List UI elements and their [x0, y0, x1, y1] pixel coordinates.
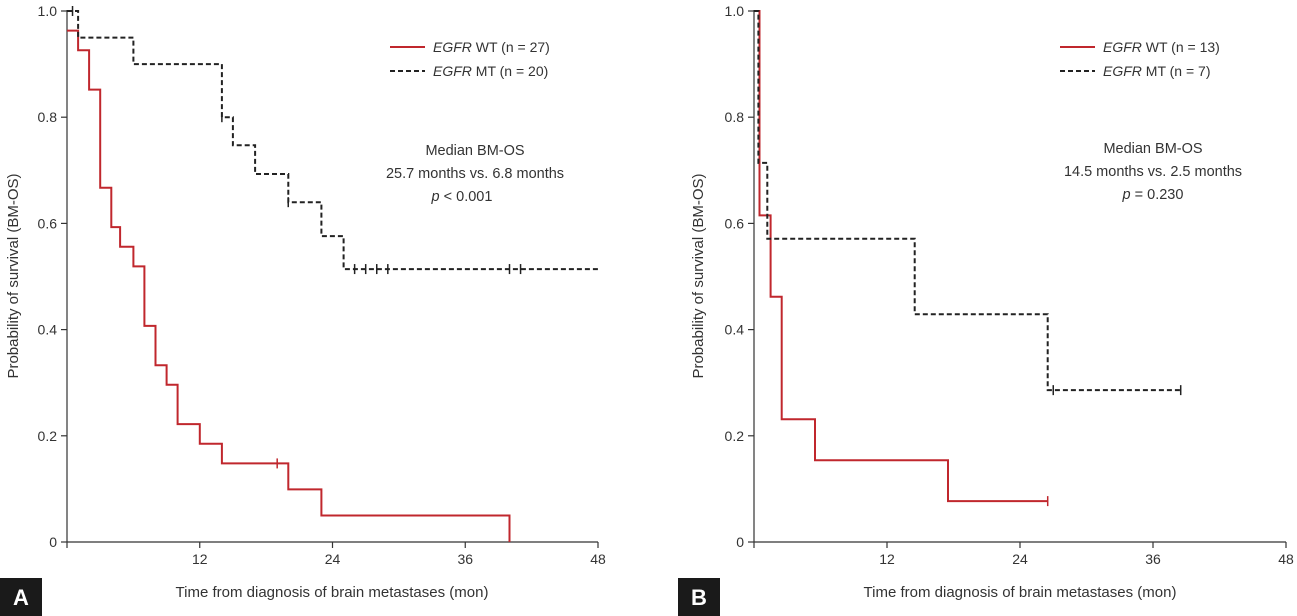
panel-b-legend-mt-gene: EGFR — [1103, 63, 1142, 79]
panel-b-legend-label-wt: EGFR WT (n = 13) — [1103, 39, 1220, 55]
panel-b-p-value: = 0.230 — [1131, 187, 1184, 203]
panel-b-y-ticks: 0 0.2 0.4 0.6 0.8 1.0 — [725, 3, 754, 550]
panel-b-curve-egfr-wt — [754, 10, 1048, 503]
panel-a-y-axis-label: Probability of survival (BM-OS) — [5, 173, 22, 378]
panel-a-letter-badge: A — [0, 578, 42, 616]
panel-a-annotation-medians: 25.7 months vs. 6.8 months — [386, 166, 564, 182]
panel-a-curves — [67, 6, 598, 542]
panel-a-ytick-label: 1.0 — [38, 3, 58, 19]
panel-b-legend-wt-gene: EGFR — [1103, 39, 1142, 55]
panel-b-xtick-label: 24 — [1012, 551, 1028, 567]
panel-a-letter-bg — [0, 578, 42, 616]
panel-a-axes — [66, 10, 598, 543]
panel-b-ytick-label: 1.0 — [725, 3, 745, 19]
panel-a-annotation-pvalue: p < 0.001 — [431, 189, 493, 205]
panel-a-ytick-label: 0.4 — [38, 322, 58, 338]
panel-a-legend-mt-rest: MT (n = 20) — [472, 63, 548, 79]
panel-b-ytick-label: 0.8 — [725, 109, 745, 125]
panel-b-annotation: Median BM-OS 14.5 months vs. 2.5 months … — [1064, 141, 1242, 203]
panel-a-p-symbol: p — [431, 189, 440, 205]
panel-a-legend-label-wt: EGFR WT (n = 27) — [433, 39, 550, 55]
panel-a-legend-wt-gene: EGFR — [433, 39, 472, 55]
panel-b-letter: B — [691, 585, 707, 610]
panel-b-ytick-label: 0.6 — [725, 215, 745, 231]
panel-a-letter: A — [13, 585, 29, 610]
panel-b-annotation-pvalue: p = 0.230 — [1122, 187, 1184, 203]
panel-a-ytick-label: 0 — [49, 534, 57, 550]
panel-b-annotation-title: Median BM-OS — [1103, 141, 1202, 157]
panel-a-xtick-label: 24 — [325, 551, 341, 567]
panel-b-x-axis-label: Time from diagnosis of brain metastases … — [864, 584, 1177, 601]
panel-b-xtick-label: 36 — [1145, 551, 1161, 567]
panel-b-curves — [754, 10, 1182, 507]
panel-b-letter-bg — [678, 578, 720, 616]
panel-a-legend-label-mt: EGFR MT (n = 20) — [433, 63, 548, 79]
panel-a-legend-wt-rest: WT (n = 27) — [472, 39, 550, 55]
panel-b-legend-label-mt: EGFR MT (n = 7) — [1103, 63, 1210, 79]
panel-a-y-ticks: 0 0.2 0.4 0.6 0.8 1.0 — [38, 3, 67, 550]
panel-a-annotation-title: Median BM-OS — [425, 143, 524, 159]
panel-b-ytick-label: 0 — [736, 534, 744, 550]
panel-a-ytick-label: 0.8 — [38, 109, 58, 125]
panel-b-xtick-label: 48 — [1278, 551, 1294, 567]
panel-b-legend: EGFR WT (n = 13) EGFR MT (n = 7) — [1060, 39, 1220, 79]
panel-a: 0 0.2 0.4 0.6 0.8 1.0 12 24 36 48 Probability of… — [0, 3, 606, 616]
panel-a-curve-egfr-mt — [67, 10, 598, 271]
panel-a-curve-egfr-wt — [67, 29, 511, 542]
panel-a-x-axis-label: Time from diagnosis of brain metastases … — [176, 584, 489, 601]
panel-b-p-symbol: p — [1122, 187, 1131, 203]
panel-a-xtick-label: 12 — [192, 551, 208, 567]
panel-a-annotation: Median BM-OS 25.7 months vs. 6.8 months … — [386, 143, 564, 205]
panel-a-ytick-label: 0.2 — [38, 428, 58, 444]
panel-b-ytick-label: 0.2 — [725, 428, 745, 444]
panel-b-annotation-medians: 14.5 months vs. 2.5 months — [1064, 164, 1242, 180]
panel-b-legend-mt-rest: MT (n = 7) — [1142, 63, 1211, 79]
panel-a-xtick-label: 48 — [590, 551, 606, 567]
panel-a-legend-mt-gene: EGFR — [433, 63, 472, 79]
panel-b-curve-egfr-mt — [754, 10, 1181, 392]
panel-b: 0 0.2 0.4 0.6 0.8 1.0 12 24 36 48 Probability of… — [678, 3, 1294, 616]
panel-b-legend-wt-rest: WT (n = 13) — [1142, 39, 1220, 55]
panel-a-xtick-label: 36 — [457, 551, 473, 567]
panel-a-p-value: < 0.001 — [440, 189, 493, 205]
panel-a-legend: EGFR WT (n = 27) EGFR MT (n = 20) — [390, 39, 550, 79]
panel-b-y-axis-label: Probability of survival (BM-OS) — [690, 173, 707, 378]
panel-a-ytick-label: 0.6 — [38, 215, 58, 231]
panel-b-axes — [753, 10, 1286, 543]
panel-b-ytick-label: 0.4 — [725, 322, 745, 338]
panel-b-letter-badge: B — [678, 578, 720, 616]
panel-a-x-ticks: 12 24 36 48 — [66, 542, 606, 567]
panel-b-xtick-label: 12 — [879, 551, 895, 567]
panel-b-x-ticks: 12 24 36 48 — [753, 542, 1294, 567]
